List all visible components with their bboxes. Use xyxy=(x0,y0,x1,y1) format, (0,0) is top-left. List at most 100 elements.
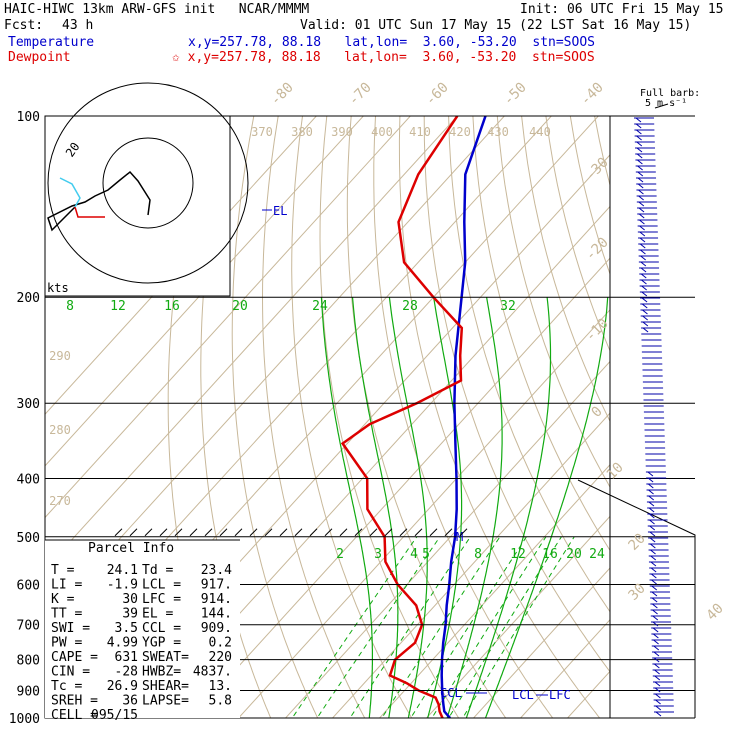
dry-adiabat-line xyxy=(472,116,610,552)
theta-label: 390 xyxy=(331,125,353,139)
isotherm-line xyxy=(45,116,318,415)
isotherm-label: -40 xyxy=(578,80,607,109)
wind-barb-flag xyxy=(649,519,655,525)
dry-adiabat-line xyxy=(668,116,740,731)
theta-label: 410 xyxy=(409,125,431,139)
tropopause-tick xyxy=(429,528,438,537)
wind-barb-flag xyxy=(654,687,661,693)
wind-barb-flag xyxy=(641,297,648,303)
isotherm-label: -60 xyxy=(423,80,452,109)
parcel-row-label2: Td = xyxy=(142,563,173,578)
pressure-label: 900 xyxy=(17,684,40,699)
barb-legend-sample xyxy=(654,103,669,109)
isotherm-label: 10 xyxy=(604,460,627,483)
wind-barb-flag xyxy=(647,471,654,477)
wind-barb-flag xyxy=(652,609,658,615)
mixing-label-top: 12 xyxy=(110,299,126,314)
pressure-label: 100 xyxy=(17,110,40,125)
el-label: EL xyxy=(273,204,287,218)
isotherm-line xyxy=(45,116,365,467)
wind-barb-flag xyxy=(640,261,647,267)
wind-barb-flag xyxy=(638,201,645,207)
theta-label: 370 xyxy=(251,125,273,139)
isotherm-label: -20 xyxy=(583,235,612,264)
hodograph-trace-red xyxy=(74,206,105,218)
wind-barb-flag xyxy=(639,231,646,237)
parcel-row-label: CIN = xyxy=(51,665,90,680)
wind-barb-flag xyxy=(652,627,659,633)
wind-barb-flag xyxy=(636,129,642,135)
mixing-label-top: 32 xyxy=(500,299,516,314)
wind-barb-flag xyxy=(653,633,659,639)
isotherm-line xyxy=(519,618,610,718)
tropopause-tick xyxy=(189,528,198,537)
mixing-ratio-line xyxy=(410,536,527,718)
wind-barb-flag xyxy=(642,321,649,327)
parcel-box-bg xyxy=(45,540,240,718)
wind-barb-flag xyxy=(651,585,658,591)
tropopause-tick xyxy=(129,528,138,537)
mixing-ratio-line xyxy=(316,536,441,718)
parcel-row-value: 3.5 xyxy=(115,621,138,636)
dry-adiabat-line xyxy=(692,116,740,731)
parcel-row-label: K = xyxy=(51,592,75,607)
parcel-row-value: -1.9 xyxy=(107,578,138,593)
valid-time: Valid: 01 UTC Sun 17 May 15 (22 LST Sat … xyxy=(300,18,692,33)
wind-barb-flag xyxy=(636,135,642,141)
pressure-label: 300 xyxy=(17,397,40,412)
isotherm-label: -10 xyxy=(583,316,612,345)
mixing-label-low: 8 xyxy=(474,547,482,562)
plot-frame xyxy=(44,115,611,719)
isotherm-label: -30 xyxy=(583,155,612,184)
wind-barb-flag xyxy=(653,657,660,663)
parcel-row-label2: CCL = xyxy=(142,621,181,636)
wind-barb-flag xyxy=(654,681,661,687)
mixing-label-low: 2 xyxy=(336,547,344,562)
mixing-label-low: 4 xyxy=(410,547,418,562)
tropopause-tick xyxy=(114,528,123,537)
wind-barb-flag xyxy=(649,513,655,519)
isotherm-line xyxy=(45,116,412,519)
theta-label: 420 xyxy=(449,125,471,139)
moist-adiabat-line xyxy=(427,297,463,718)
pressure-label: 1000 xyxy=(9,712,40,727)
fcst-label: Fcst: xyxy=(4,18,44,33)
parcel-row-label2: HWBZ= xyxy=(142,665,181,680)
wind-barb-flag xyxy=(654,669,660,675)
wind-barb-flag xyxy=(650,543,656,549)
wind-barb-flag xyxy=(655,693,661,699)
wind-barbs xyxy=(634,117,674,717)
tropopause-tick xyxy=(354,528,363,537)
parcel-info-title: Parcel Info xyxy=(88,541,174,556)
isotherm-line xyxy=(45,116,506,622)
wind-barb-flag xyxy=(637,159,643,165)
tropopause-tick xyxy=(234,528,243,537)
wind-barb-flag xyxy=(650,567,657,573)
wind-barb-flag xyxy=(648,489,654,495)
pressure-label: 500 xyxy=(17,531,40,546)
isotherm-line xyxy=(237,309,610,718)
mixing-ratio-line xyxy=(462,536,575,718)
parcel-row-value: 4.99 xyxy=(107,636,138,651)
barb-legend-units: 5 m s⁻¹ xyxy=(645,98,687,109)
moist-adiabat-line xyxy=(388,297,428,718)
parcel-row-value: 26.9 xyxy=(107,679,138,694)
mixing-label-low: 3 xyxy=(374,547,382,562)
theta-label: 380 xyxy=(291,125,313,139)
dry-adiabat-line xyxy=(716,116,740,731)
wind-barb-flag xyxy=(653,639,659,645)
isotherm-label: 40 xyxy=(704,601,727,624)
wind-barb-flag xyxy=(648,483,654,489)
wind-barb-flag xyxy=(655,705,662,711)
mixing-label-top: 20 xyxy=(232,299,248,314)
dry-adiabat-line xyxy=(398,116,601,718)
parcel-row-label2: LCL = xyxy=(142,578,181,593)
hodograph-trace-black xyxy=(47,170,151,232)
ccl-label: CCL xyxy=(440,686,462,700)
wind-barb-flag xyxy=(649,537,656,543)
parcel-row-value2: 144. xyxy=(201,607,232,622)
wind-barb-flag xyxy=(637,177,644,183)
mixing-ratio-line xyxy=(381,536,501,718)
isotherm-label: -80 xyxy=(268,80,297,109)
